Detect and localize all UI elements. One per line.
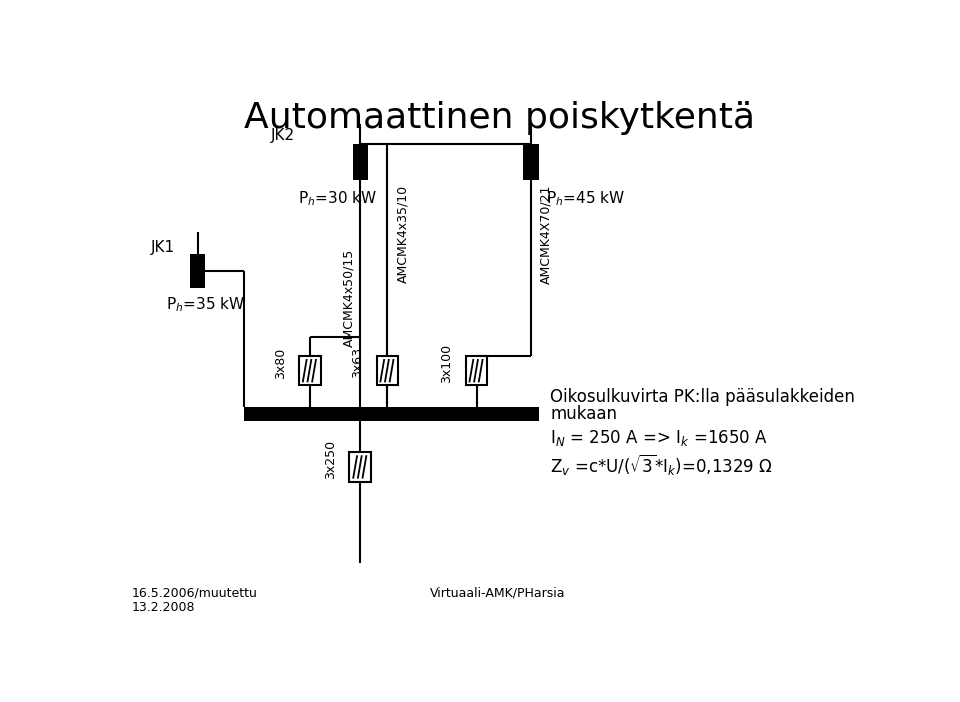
- Text: Oikosulkuvirta PK:lla pääsulakkeiden: Oikosulkuvirta PK:lla pääsulakkeiden: [550, 388, 855, 406]
- Text: Z$_v$ =c*U/($\sqrt{3}$*I$_k$)=0,1329 Ω: Z$_v$ =c*U/($\sqrt{3}$*I$_k$)=0,1329 Ω: [550, 451, 773, 477]
- Text: I$_N$ = 250 A => I$_k$ =1650 A: I$_N$ = 250 A => I$_k$ =1650 A: [550, 428, 768, 449]
- Text: P$_h$=45 kW: P$_h$=45 kW: [546, 189, 625, 208]
- Text: 3x63: 3x63: [351, 347, 365, 378]
- Bar: [523, 143, 539, 180]
- Text: 3x100: 3x100: [441, 343, 453, 383]
- Text: JK1: JK1: [151, 240, 175, 255]
- Bar: [349, 452, 372, 482]
- Text: Virtuaali-AMK/PHarsia: Virtuaali-AMK/PHarsia: [430, 586, 565, 600]
- Bar: [299, 356, 321, 385]
- Text: P$_h$=35 kW: P$_h$=35 kW: [166, 296, 246, 314]
- Bar: [244, 407, 539, 420]
- Bar: [466, 356, 488, 385]
- Text: 3x250: 3x250: [324, 439, 337, 479]
- Text: AMCMK4x50/15: AMCMK4x50/15: [342, 249, 355, 347]
- Text: mukaan: mukaan: [550, 405, 617, 423]
- Bar: [376, 356, 398, 385]
- Text: 16.5.2006/muutettu
13.2.2008: 16.5.2006/muutettu 13.2.2008: [132, 586, 257, 614]
- Bar: [190, 253, 205, 288]
- Text: Automaattinen poiskytkentä: Automaattinen poiskytkentä: [244, 101, 756, 135]
- Text: AMCMK4X70/21: AMCMK4X70/21: [540, 185, 553, 284]
- Text: 3x80: 3x80: [274, 347, 287, 378]
- Text: JK2: JK2: [271, 128, 296, 143]
- Text: P$_h$=30 kW: P$_h$=30 kW: [299, 189, 377, 208]
- Bar: [352, 143, 368, 180]
- Text: AMCMK4x35/10: AMCMK4x35/10: [396, 185, 409, 284]
